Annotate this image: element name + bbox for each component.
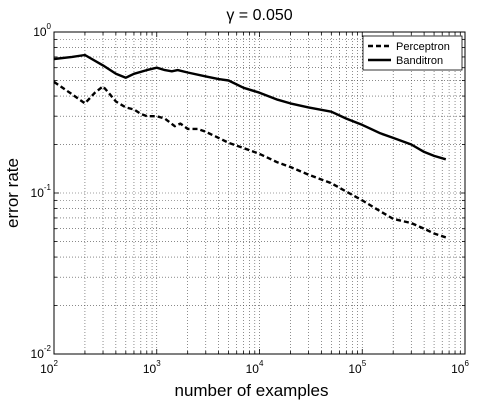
x-tick-exponent: 6 <box>464 359 469 368</box>
x-tick-label: 104 <box>246 359 264 376</box>
x-tick-label: 105 <box>348 359 366 376</box>
x-tick-base: 10 <box>40 362 54 376</box>
legend-label-banditron: Banditron <box>396 55 443 67</box>
x-tick-exponent: 4 <box>259 359 264 368</box>
x-tick-label: 102 <box>40 359 58 376</box>
x-tick-exponent: 5 <box>362 359 367 368</box>
chart-title: γ = 0.050 <box>226 7 292 24</box>
series-layer <box>53 53 447 239</box>
x-axis-label: number of examples <box>174 381 328 400</box>
y-tick-label: 10-2 <box>31 344 52 361</box>
x-tick-base: 10 <box>246 362 260 376</box>
y-tick-base: 10 <box>31 347 45 361</box>
x-tick-label: 103 <box>143 359 161 376</box>
x-tick-base: 10 <box>143 362 157 376</box>
legend: Perceptron Banditron <box>362 35 463 71</box>
series-line-banditron <box>53 53 447 161</box>
x-tick-base: 10 <box>348 362 362 376</box>
series-line-perceptron <box>53 80 447 239</box>
y-tick-base: 10 <box>31 186 45 200</box>
legend-label-perceptron: Perceptron <box>396 41 450 53</box>
x-tick-exponent: 3 <box>156 359 161 368</box>
y-tick-exponent: -1 <box>44 183 52 192</box>
y-tick-label: 10-1 <box>31 183 52 200</box>
x-tick-label: 106 <box>451 359 469 376</box>
x-tick-exponent: 2 <box>53 359 58 368</box>
y-tick-label: 100 <box>33 22 51 39</box>
x-tick-base: 10 <box>451 362 465 376</box>
legend-box <box>362 35 463 71</box>
y-tick-base: 10 <box>33 25 47 39</box>
y-axis-label: error rate <box>3 158 22 228</box>
y-tick-exponent: -2 <box>44 344 52 353</box>
y-tick-exponent: 0 <box>47 22 52 31</box>
